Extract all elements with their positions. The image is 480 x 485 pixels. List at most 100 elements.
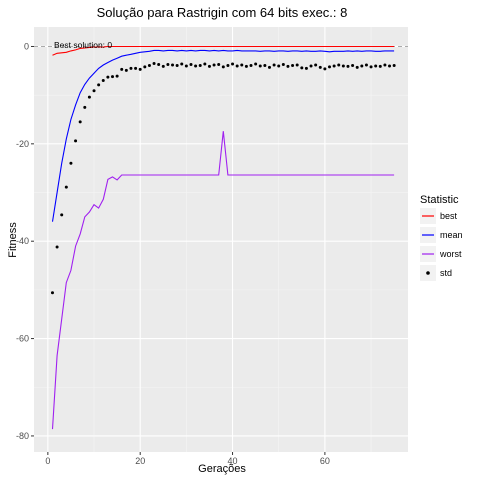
y-tick-label: -60 bbox=[16, 334, 29, 344]
point-std bbox=[258, 64, 262, 68]
point-std bbox=[392, 63, 396, 67]
point-std bbox=[143, 65, 147, 69]
point-std bbox=[360, 64, 364, 68]
point-std bbox=[244, 64, 248, 68]
point-std bbox=[184, 64, 188, 68]
point-std bbox=[92, 89, 96, 93]
plot-panel bbox=[34, 27, 408, 452]
point-std bbox=[120, 67, 124, 71]
point-std bbox=[254, 62, 258, 66]
point-std bbox=[189, 62, 193, 66]
point-std bbox=[55, 245, 59, 249]
y-tick-label: 0 bbox=[24, 41, 29, 51]
series-line-worst bbox=[51, 131, 395, 430]
point-std bbox=[161, 64, 165, 68]
series-std bbox=[50, 62, 396, 295]
point-std bbox=[152, 62, 156, 66]
point-std bbox=[175, 63, 179, 67]
point-std bbox=[74, 139, 78, 143]
point-std bbox=[69, 161, 73, 165]
point-std bbox=[337, 63, 341, 67]
point-std bbox=[198, 63, 202, 67]
legend-item-worst: worst bbox=[420, 246, 462, 262]
point-std bbox=[115, 74, 119, 78]
point-std bbox=[194, 64, 198, 68]
point-std bbox=[309, 64, 313, 68]
point-std bbox=[332, 64, 336, 68]
point-std bbox=[378, 64, 382, 68]
point-std bbox=[323, 67, 327, 71]
y-tick-label: -20 bbox=[16, 139, 29, 149]
point-std bbox=[60, 213, 64, 217]
point-std bbox=[226, 63, 230, 67]
point-std bbox=[203, 62, 207, 66]
point-std bbox=[277, 64, 281, 68]
point-std bbox=[166, 62, 170, 66]
x-tick-label: 0 bbox=[45, 456, 50, 466]
point-std bbox=[217, 62, 221, 66]
point-std bbox=[64, 185, 68, 189]
annotation-layer: Best solution: 0 bbox=[54, 40, 112, 50]
x-tick-label: 40 bbox=[228, 456, 238, 466]
legend-item-std: std bbox=[420, 265, 452, 281]
point-std bbox=[124, 68, 128, 72]
point-std bbox=[106, 75, 110, 79]
point-std bbox=[78, 120, 82, 124]
point-std bbox=[221, 65, 225, 69]
point-std bbox=[180, 62, 184, 66]
point-std bbox=[50, 291, 54, 295]
best-solution-annotation: Best solution: 0 bbox=[54, 40, 112, 50]
legend-title: Statistic bbox=[420, 194, 459, 206]
legend-swatch-std bbox=[426, 271, 430, 275]
point-std bbox=[87, 95, 91, 99]
point-std bbox=[369, 65, 373, 69]
legend-item-best: best bbox=[420, 208, 458, 224]
point-std bbox=[355, 65, 359, 69]
y-axis: 0 -20 -40 -60 -80 bbox=[16, 41, 34, 441]
x-axis-label: Gerações bbox=[198, 463, 246, 475]
series-line-best bbox=[52, 45, 395, 56]
point-std bbox=[281, 62, 285, 66]
legend: Statistic best mean worst std bbox=[420, 194, 463, 281]
point-std bbox=[231, 62, 235, 66]
point-std bbox=[364, 63, 368, 67]
point-std bbox=[346, 64, 350, 68]
series-line-mean bbox=[51, 49, 395, 222]
point-std bbox=[157, 62, 161, 66]
grid-lines bbox=[34, 27, 408, 452]
legend-label-std: std bbox=[440, 268, 452, 278]
point-std bbox=[272, 63, 276, 67]
series-best bbox=[52, 45, 395, 56]
y-tick-label: -40 bbox=[16, 236, 29, 246]
legend-label-mean: mean bbox=[440, 230, 463, 240]
point-std bbox=[295, 63, 299, 67]
chart-title: Solução para Rastrigin com 64 bits exec.… bbox=[97, 5, 348, 20]
point-std bbox=[351, 63, 355, 67]
point-std bbox=[374, 64, 378, 68]
point-std bbox=[328, 65, 332, 69]
x-tick-label: 60 bbox=[320, 456, 330, 466]
point-std bbox=[207, 64, 211, 68]
legend-label-best: best bbox=[440, 211, 458, 221]
legend-item-mean: mean bbox=[420, 227, 463, 243]
point-std bbox=[318, 65, 322, 69]
point-std bbox=[267, 65, 271, 69]
point-std bbox=[286, 64, 290, 68]
point-std bbox=[110, 75, 114, 79]
series-mean bbox=[51, 49, 395, 222]
point-std bbox=[138, 67, 142, 71]
point-std bbox=[263, 63, 267, 67]
point-std bbox=[134, 66, 138, 70]
point-std bbox=[388, 64, 392, 68]
y-axis-label: Fitness bbox=[7, 222, 19, 258]
point-std bbox=[304, 66, 308, 70]
legend-label-worst: worst bbox=[439, 249, 462, 259]
point-std bbox=[383, 63, 387, 67]
point-std bbox=[300, 66, 304, 70]
point-std bbox=[83, 105, 87, 109]
series-layer bbox=[50, 45, 396, 430]
point-std bbox=[314, 63, 318, 67]
point-std bbox=[212, 63, 216, 67]
point-std bbox=[249, 63, 253, 67]
